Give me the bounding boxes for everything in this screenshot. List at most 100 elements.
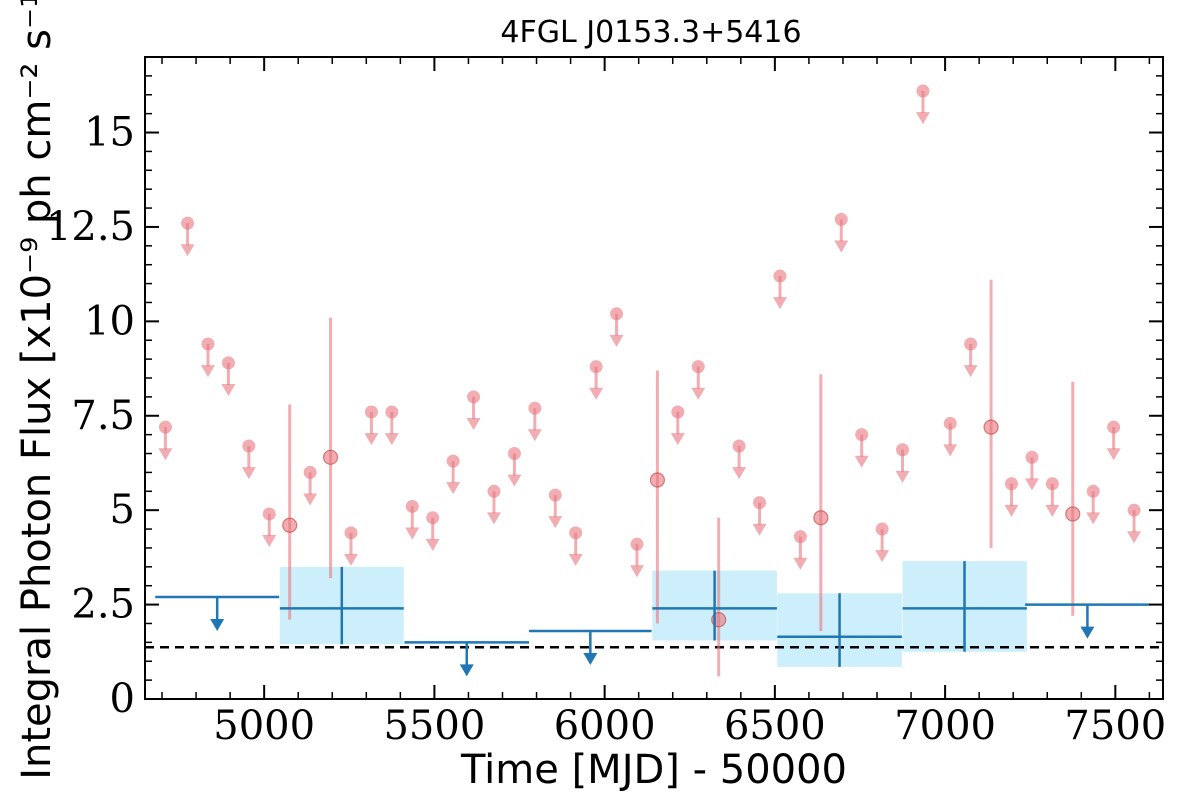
short-bin-upper-limit-arrow <box>364 433 379 446</box>
short-bin-upper-limit-arrow <box>752 523 767 536</box>
short-bin-upper-limit-arrow <box>609 334 624 347</box>
short-bin-upper-limit-point <box>405 499 419 513</box>
chart-title: 4FGL J0153.3+5416 <box>500 15 801 50</box>
short-bin-upper-limit-arrow <box>691 387 706 400</box>
short-bin-upper-limit-arrow <box>527 429 542 442</box>
short-bin-upper-limit-arrow <box>303 493 318 506</box>
short-bin-upper-limit-arrow <box>262 535 277 548</box>
short-bin-upper-limit-point <box>855 428 869 442</box>
short-bin-upper-limit-point <box>691 360 705 374</box>
x-tick-label: 7000 <box>894 703 996 749</box>
short-bin-upper-limit-arrow <box>1024 478 1039 491</box>
short-bin-upper-limit-point <box>1004 477 1018 491</box>
x-tick-label: 6500 <box>724 703 826 749</box>
short-bin-upper-limit-point <box>385 405 399 419</box>
short-bin-upper-limit-arrow <box>241 467 256 480</box>
short-bin-upper-limit-point <box>487 484 501 498</box>
short-bin-detection-point <box>282 517 298 533</box>
short-bin-upper-limit-point <box>242 439 256 453</box>
short-bin-upper-limit-arrow <box>732 467 747 480</box>
short-bin-upper-limit-arrow <box>629 565 644 578</box>
short-bin-upper-limit-point <box>446 454 460 468</box>
short-bin-upper-limit-point <box>426 511 440 525</box>
short-bin-upper-limit-arrow <box>568 553 583 566</box>
short-bin-upper-limit-arrow <box>772 297 787 310</box>
short-bin-upper-limit-point <box>1127 503 1141 517</box>
plot-frame <box>144 56 1164 700</box>
short-bin-upper-limit-arrow <box>446 482 461 495</box>
y-tick-label: 7.5 <box>71 393 135 439</box>
short-bin-upper-limit-point <box>1045 477 1059 491</box>
x-tick-label: 5000 <box>213 703 315 749</box>
short-bin-upper-limit-point <box>181 216 195 230</box>
short-bin-upper-limit-point <box>569 526 583 540</box>
short-bin-upper-limit-arrow <box>1127 531 1142 544</box>
short-bin-upper-limit-arrow <box>425 538 440 551</box>
short-bin-upper-limit-arrow <box>915 112 930 125</box>
y-tick-label: 5 <box>110 487 135 533</box>
short-bin-upper-limit-point <box>201 337 215 351</box>
short-bin-upper-limit-arrow <box>1086 512 1101 525</box>
long-bin-upper-limit-arrow <box>459 664 474 677</box>
y-axis-label: Integral Photon Flux [x10⁻⁹ ph cm⁻² s⁻¹] <box>14 0 60 780</box>
x-axis-label: Time [MJD] - 50000 <box>460 747 847 793</box>
short-bin-upper-limit-point <box>221 356 235 370</box>
short-bin-upper-limit-point <box>630 537 644 551</box>
x-tick-label: 5500 <box>383 703 485 749</box>
short-bin-upper-limit-point <box>834 212 848 226</box>
short-bin-upper-limit-arrow <box>221 383 236 396</box>
short-bin-detection-point <box>649 472 666 488</box>
short-bin-upper-limit-arrow <box>1045 504 1060 517</box>
short-bin-upper-limit-point <box>916 84 930 98</box>
short-bin-upper-limit-point <box>548 488 562 502</box>
short-bin-upper-limit-arrow <box>343 553 358 566</box>
short-bin-upper-limit-arrow <box>405 527 420 540</box>
short-bin-detection-point <box>983 419 999 435</box>
short-bin-upper-limit-arrow <box>834 240 849 253</box>
short-bin-upper-limit-point <box>158 420 172 434</box>
short-bin-upper-limit-arrow <box>793 557 808 570</box>
short-bin-upper-limit-arrow <box>200 365 215 378</box>
y-tick-label: 10 <box>84 298 135 344</box>
short-bin-upper-limit-point <box>943 416 957 430</box>
short-bin-upper-limit-arrow <box>875 550 890 563</box>
short-bin-upper-limit-point <box>793 530 807 544</box>
short-bin-upper-limit-point <box>610 307 624 321</box>
short-bin-detection-point <box>813 510 829 526</box>
long-bin-upper-limit-arrow <box>1080 626 1095 639</box>
short-bin-upper-limit-arrow <box>1106 448 1121 461</box>
short-bin-upper-limit-point <box>1107 420 1121 434</box>
y-tick-label: 2.5 <box>71 582 135 628</box>
short-bin-upper-limit-point <box>773 269 787 283</box>
short-bin-upper-limit-point <box>896 443 910 457</box>
short-bin-upper-limit-point <box>671 405 685 419</box>
short-bin-upper-limit-point <box>262 507 276 521</box>
y-tick-label: 12.5 <box>46 204 135 250</box>
short-bin-upper-limit-point <box>1086 484 1100 498</box>
short-bin-upper-limit-arrow <box>548 516 563 529</box>
x-tick-label: 6000 <box>554 703 656 749</box>
plot-area <box>145 84 1163 677</box>
short-bin-upper-limit-arrow <box>384 433 399 446</box>
short-bin-upper-limit-arrow <box>943 444 958 457</box>
short-bin-upper-limit-point <box>589 360 603 374</box>
short-bin-upper-limit-point <box>753 496 767 510</box>
short-bin-upper-limit-arrow <box>1004 504 1019 517</box>
short-bin-upper-limit-point <box>507 447 521 461</box>
short-bin-upper-limit-point <box>364 405 378 419</box>
short-bin-detection-point <box>322 449 339 465</box>
long-bin-upper-limit-arrow <box>583 653 598 666</box>
short-bin-upper-limit-point <box>875 522 889 536</box>
short-bin-upper-limit-arrow <box>466 417 481 430</box>
short-bin-upper-limit-point <box>528 401 542 415</box>
axis-ticks: 5000 5500 6000 6500 7000 7500 0 2.5 5 7.5 10 12.5 15 <box>46 56 1166 749</box>
short-bin-upper-limit-arrow <box>895 470 910 483</box>
x-tick-label: 7500 <box>1064 703 1166 749</box>
short-bin-upper-limit-point <box>732 439 746 453</box>
short-bin-upper-limit-arrow <box>158 448 173 461</box>
short-bin-upper-limit-point <box>467 390 481 404</box>
long-bin-upper-limit-arrow <box>210 619 225 632</box>
short-bin-upper-limit-arrow <box>589 387 604 400</box>
y-tick-label: 15 <box>84 110 135 156</box>
